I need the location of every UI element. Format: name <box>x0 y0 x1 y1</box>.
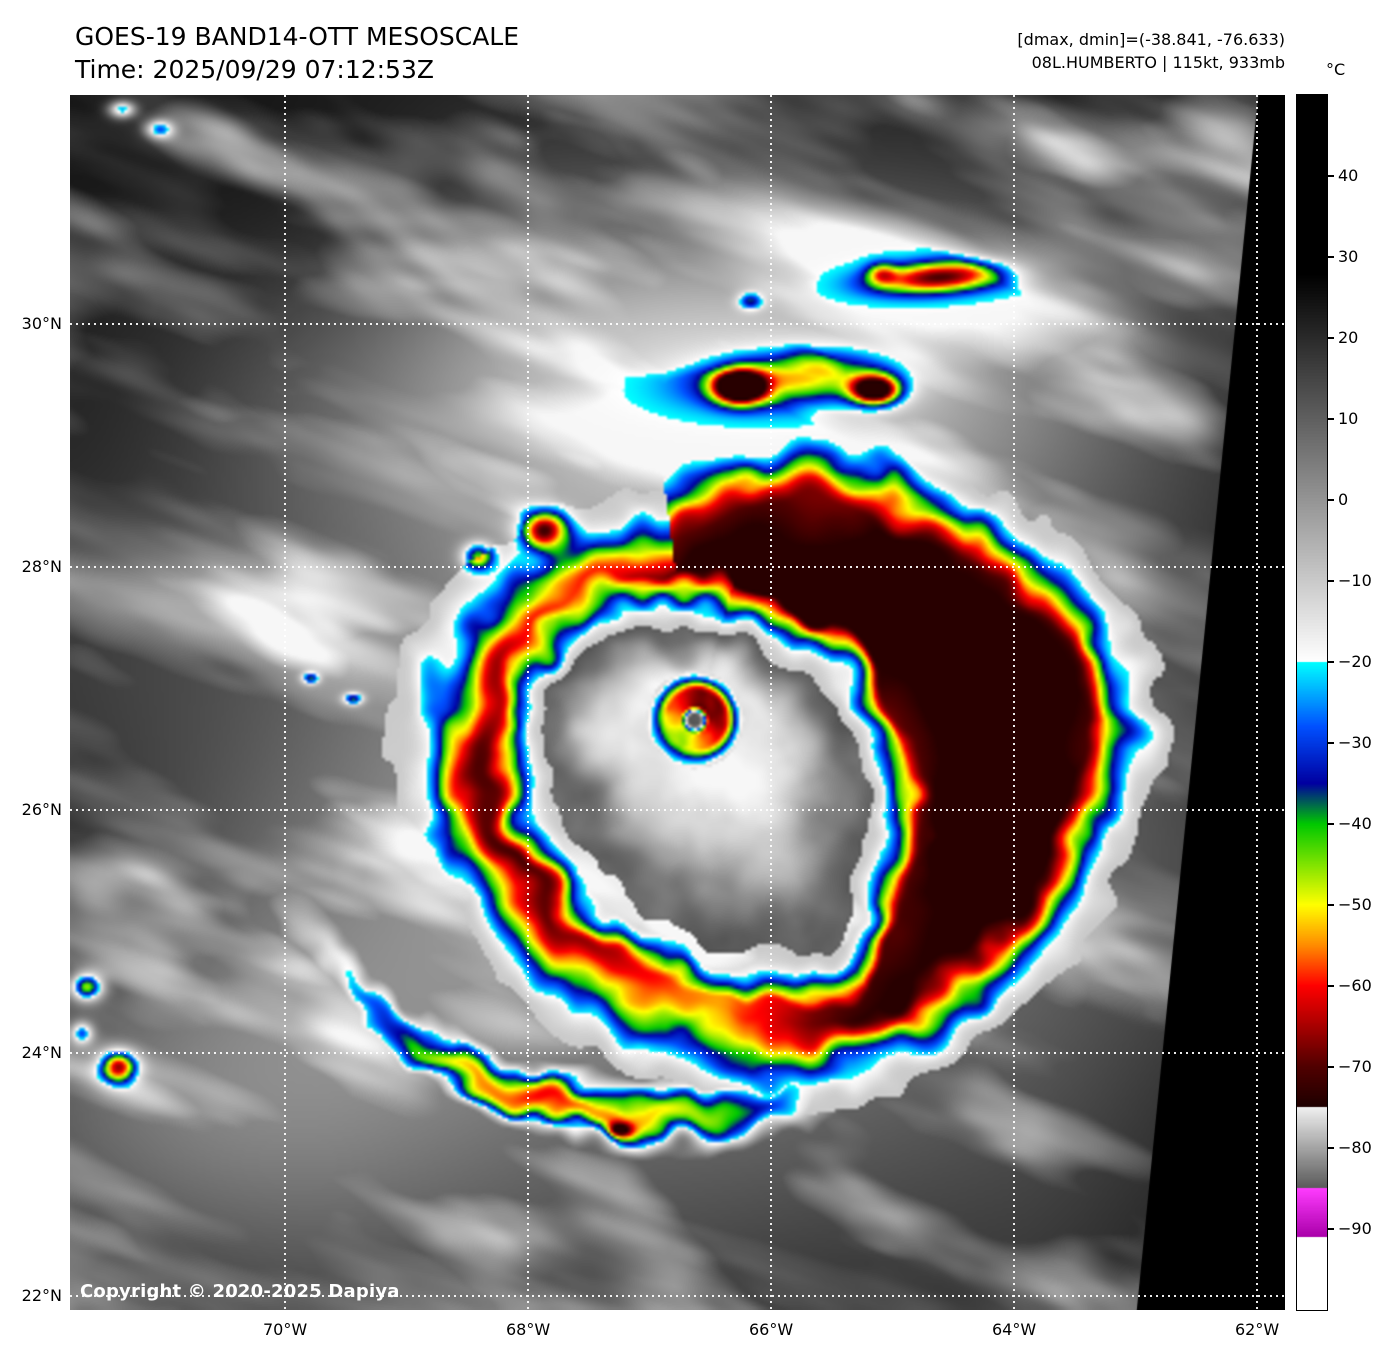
lat-label: 26°N <box>21 800 62 820</box>
colorbar-tick-label: −40 <box>1338 814 1372 833</box>
colorbar-tick-label: 20 <box>1338 328 1359 347</box>
lon-label: 64°W <box>991 1320 1037 1339</box>
colorbar-tick-label: −90 <box>1338 1219 1372 1238</box>
colorbar-tick-label: −60 <box>1338 976 1372 995</box>
copyright-label: Copyright © 2020-2025 Dapiya <box>80 1281 400 1302</box>
lat-label: 22°N <box>21 1286 62 1306</box>
colorbar-tick-label: 0 <box>1338 490 1349 509</box>
colorbar-tick-label: 10 <box>1338 409 1359 428</box>
colorbar-tick <box>1328 337 1334 339</box>
colorbar-tick <box>1328 175 1334 177</box>
info-block: [dmax, dmin]=(-38.841, -76.633) 08L.HUMB… <box>1017 28 1285 74</box>
colorbar-tick <box>1328 1228 1334 1230</box>
colorbar-tick <box>1328 418 1334 420</box>
colorbar-tick-label: −80 <box>1338 1138 1372 1157</box>
colorbar-tick <box>1328 985 1334 987</box>
colorbar-tick-label: −10 <box>1338 571 1372 590</box>
colorbar-tick <box>1328 499 1334 501</box>
satellite-image <box>70 95 1285 1310</box>
map-area: Copyright © 2020-2025 Dapiya <box>70 95 1285 1310</box>
colorbar <box>1296 94 1328 1311</box>
colorbar-tick <box>1328 1147 1334 1149</box>
product-title: GOES-19 BAND14-OTT MESOSCALE <box>75 22 520 51</box>
title-block: GOES-19 BAND14-OTT MESOSCALE Time: 2025/… <box>75 20 519 86</box>
colorbar-tick <box>1328 904 1334 906</box>
colorbar-tick-label: 40 <box>1338 166 1359 185</box>
colorbar-tick-label: −70 <box>1338 1057 1372 1076</box>
colorbar-tick <box>1328 742 1334 744</box>
storm-readout: 08L.HUMBERTO | 115kt, 933mb <box>1031 53 1285 72</box>
colorbar-tick-label: −20 <box>1338 652 1372 671</box>
colorbar-tick <box>1328 661 1334 663</box>
colorbar-tick-label: −50 <box>1338 895 1372 914</box>
lon-label: 62°W <box>1234 1320 1280 1339</box>
lat-label: 24°N <box>21 1043 62 1063</box>
colorbar-tick <box>1328 256 1334 258</box>
product-timestamp: Time: 2025/09/29 07:12:53Z <box>75 55 434 84</box>
lon-label: 68°W <box>505 1320 551 1339</box>
lat-label: 30°N <box>21 314 62 334</box>
colorbar-tick-label: −30 <box>1338 733 1372 752</box>
colorbar-tick-label: 30 <box>1338 247 1359 266</box>
lon-label: 70°W <box>262 1320 308 1339</box>
colorbar-tick <box>1328 823 1334 825</box>
colorbar-unit-label: °C <box>1326 60 1346 79</box>
lon-label: 66°W <box>748 1320 794 1339</box>
colorbar-tick <box>1328 580 1334 582</box>
colorbar-tick <box>1328 1066 1334 1068</box>
dmax-dmin-readout: [dmax, dmin]=(-38.841, -76.633) <box>1017 30 1285 49</box>
lat-label: 28°N <box>21 557 62 577</box>
